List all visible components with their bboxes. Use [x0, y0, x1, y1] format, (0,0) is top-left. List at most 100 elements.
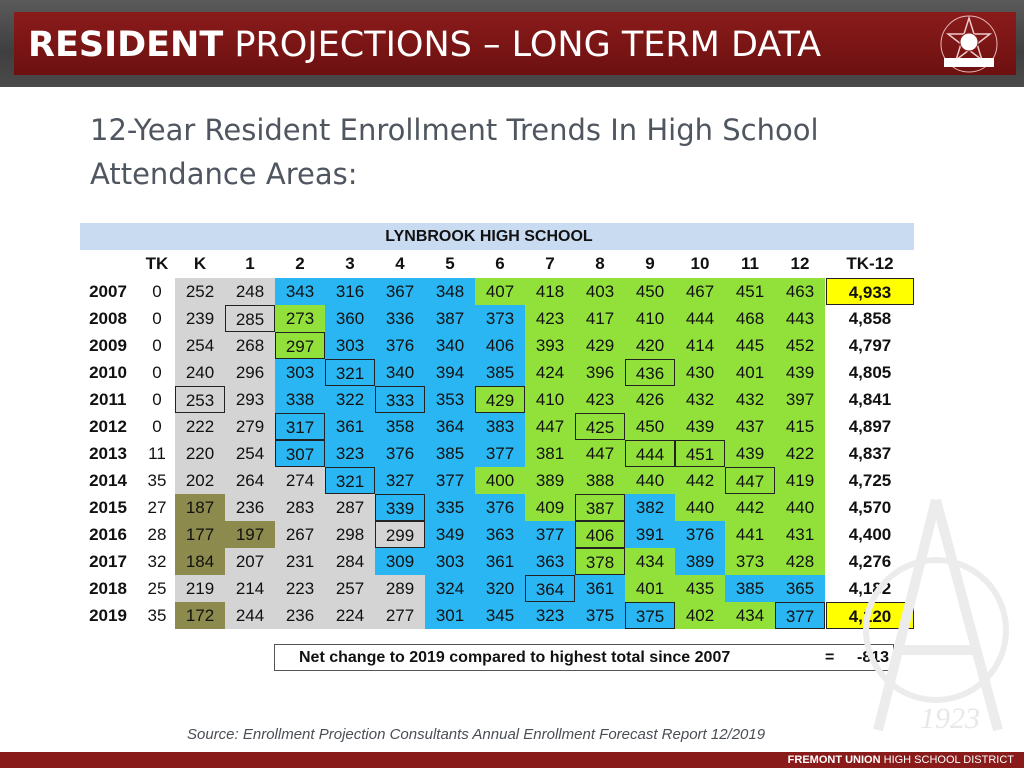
table-cell: 339 [375, 494, 425, 521]
table-cell: 27 [145, 494, 169, 521]
table-cell: 445 [725, 332, 775, 359]
table-cell: 293 [225, 386, 275, 413]
school-name: LYNBROOK HIGH SCHOOL [385, 228, 593, 245]
column-header: 10 [690, 254, 710, 273]
table-cell: 231 [275, 548, 325, 575]
total-cell: 4,805 [848, 363, 892, 382]
table-cell: 451 [725, 278, 775, 305]
source-citation: Source: Enrollment Projection Consultant… [187, 726, 766, 743]
table-cell: 383 [475, 413, 525, 440]
total-cell: 4,570 [848, 498, 892, 517]
year-label: 2011 [89, 390, 127, 409]
table-cell: 273 [275, 305, 325, 332]
table-cell: 277 [375, 602, 425, 629]
table-cell: 378 [575, 548, 625, 575]
table-cell: 417 [575, 305, 625, 332]
district-logo-icon [940, 15, 998, 73]
table-cell: 400 [475, 467, 525, 494]
table-cell: 323 [325, 440, 375, 467]
table-cell: 284 [325, 548, 375, 575]
total-cell: 4,725 [848, 471, 892, 490]
table-cell: 309 [375, 548, 425, 575]
table-cell: 389 [525, 467, 575, 494]
table-cell: 35 [145, 602, 169, 629]
table-cell: 410 [525, 386, 575, 413]
footer-rest: HIGH SCHOOL DISTRICT [880, 754, 1014, 766]
total-cell: 4,897 [848, 417, 892, 436]
table-cell: 236 [275, 602, 325, 629]
table-cell: 324 [425, 575, 475, 602]
table-cell: 444 [625, 440, 675, 467]
table-cell: 423 [525, 305, 575, 332]
table-cell: 172 [175, 602, 225, 629]
table-cell: 397 [775, 386, 825, 413]
table-cell: 382 [625, 494, 675, 521]
table-cell: 184 [175, 548, 225, 575]
table-cell: 296 [225, 359, 275, 386]
column-header: 2 [295, 254, 305, 273]
title-rest: PROJECTIONS – LONG TERM DATA [223, 25, 822, 65]
table-cell: 338 [275, 386, 325, 413]
table-cell: 435 [675, 575, 725, 602]
title-banner [14, 12, 1016, 75]
table-cell: 303 [325, 332, 375, 359]
table-cell: 32 [145, 548, 169, 575]
net-change-label: Net change to 2019 compared to highest t… [299, 649, 731, 666]
table-cell: 440 [625, 467, 675, 494]
table-cell: 373 [475, 305, 525, 332]
table-cell: 439 [675, 413, 725, 440]
slide-subtitle: 12-Year Resident Enrollment Trends In Hi… [90, 113, 819, 191]
total-cell: 4,933 [826, 278, 914, 305]
column-header: 3 [345, 254, 355, 273]
year-label: 2012 [89, 417, 127, 436]
table-cell: 377 [775, 602, 825, 629]
table-cell: 429 [575, 332, 625, 359]
table-cell: 187 [175, 494, 225, 521]
table-cell: 361 [475, 548, 525, 575]
table-cell: 239 [175, 305, 225, 332]
table-cell: 393 [525, 332, 575, 359]
table-cell: 468 [725, 305, 775, 332]
table-cell: 377 [475, 440, 525, 467]
table-cell: 409 [525, 494, 575, 521]
table-cell: 333 [375, 386, 425, 413]
table-cell: 267 [275, 521, 325, 548]
table-cell: 451 [675, 440, 725, 467]
table-cell: 418 [525, 278, 575, 305]
table-cell: 222 [175, 413, 225, 440]
table-cell: 11 [145, 440, 169, 467]
table-cell: 424 [525, 359, 575, 386]
table-cell: 340 [425, 332, 475, 359]
table-cell: 463 [775, 278, 825, 305]
table-cell: 387 [425, 305, 475, 332]
table-cell: 301 [425, 602, 475, 629]
table-cell: 35 [145, 467, 169, 494]
table-cell: 364 [425, 413, 475, 440]
table-cell: 452 [775, 332, 825, 359]
table-cell: 425 [575, 413, 625, 440]
table-cell: 358 [375, 413, 425, 440]
table-cell: 367 [375, 278, 425, 305]
column-header: 12 [790, 254, 810, 273]
table-cell: 365 [775, 575, 825, 602]
table-cell: 415 [775, 413, 825, 440]
table-cell: 307 [275, 440, 325, 467]
table-cell: 376 [375, 440, 425, 467]
table-cell: 343 [275, 278, 325, 305]
year-label: 2014 [89, 471, 127, 490]
year-label: 2016 [89, 525, 127, 544]
table-cell: 403 [575, 278, 625, 305]
table-cell: 279 [225, 413, 275, 440]
table-cell: 428 [775, 548, 825, 575]
table-cell: 297 [275, 332, 325, 359]
table-cell: 321 [325, 359, 375, 386]
table-cell: 437 [725, 413, 775, 440]
column-header: 11 [741, 254, 759, 273]
table-cell: 396 [575, 359, 625, 386]
table-cell: 422 [775, 440, 825, 467]
table-cell: 444 [675, 305, 725, 332]
year-label: 2017 [89, 552, 127, 571]
table-cell: 406 [475, 332, 525, 359]
table-cell: 322 [325, 386, 375, 413]
table-cell: 223 [275, 575, 325, 602]
